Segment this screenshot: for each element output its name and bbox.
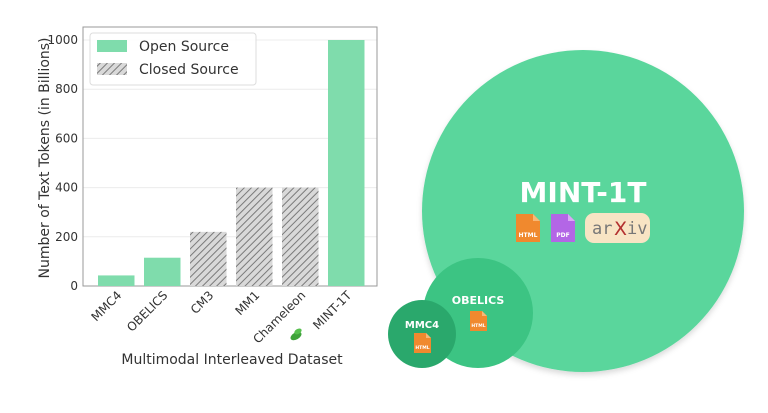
mmc4-label: MMC4 bbox=[405, 320, 439, 331]
y-axis-label: Number of Text Tokens (in Billions) bbox=[37, 37, 53, 278]
mint-1t-label: MINT-1T bbox=[520, 176, 647, 209]
plot-frame bbox=[82, 26, 378, 287]
y-tick-label: 800 bbox=[55, 82, 78, 96]
x-axis-label: Multimodal Interleaved Dataset bbox=[121, 352, 343, 368]
bar-cm3 bbox=[190, 231, 227, 286]
x-tick-label: MM1 bbox=[232, 288, 262, 318]
svg-text:HTML: HTML bbox=[471, 323, 485, 329]
bar-chameleon bbox=[282, 187, 319, 286]
legend: Open Source Closed Source bbox=[89, 32, 257, 86]
html-file-icon: HTML bbox=[414, 333, 431, 353]
y-tick-label: 400 bbox=[55, 181, 78, 195]
pdf-file-icon: PDF bbox=[551, 214, 575, 242]
legend-swatch-open bbox=[97, 40, 127, 52]
x-tick-label: OBELICS bbox=[124, 288, 170, 334]
y-tick-label: 600 bbox=[55, 131, 78, 145]
leaf-icon bbox=[290, 328, 302, 341]
legend-open-label: Open Source bbox=[139, 39, 229, 55]
bars bbox=[98, 40, 365, 286]
svg-text:ar: ar bbox=[592, 219, 612, 239]
x-tick-label: MMC4 bbox=[88, 288, 124, 324]
legend-closed-label: Closed Source bbox=[139, 62, 239, 78]
x-tick-label: MINT-1T bbox=[310, 288, 355, 333]
legend-swatch-closed bbox=[97, 63, 127, 75]
svg-text:iv: iv bbox=[627, 219, 647, 239]
bar-obelics bbox=[144, 257, 181, 286]
svg-text:X: X bbox=[614, 218, 627, 240]
bubble-diagram: MINT-1T HTML PDF ar X iv OBELICS HTML MM… bbox=[388, 50, 744, 372]
bar-mint-1t bbox=[328, 40, 365, 286]
html-file-icon: HTML bbox=[516, 214, 540, 242]
arxiv-logo-icon: ar X iv bbox=[585, 213, 650, 243]
svg-text:PDF: PDF bbox=[556, 232, 569, 239]
html-file-icon: HTML bbox=[470, 311, 487, 331]
y-tick-label: 1000 bbox=[47, 33, 78, 47]
svg-text:HTML: HTML bbox=[415, 345, 429, 351]
svg-text:HTML: HTML bbox=[519, 232, 538, 239]
x-tick-label: CM3 bbox=[188, 288, 217, 317]
bar-mmc4 bbox=[98, 275, 135, 286]
bar-mm1 bbox=[236, 187, 273, 286]
y-tick-label: 200 bbox=[55, 230, 78, 244]
y-axis-ticks: 0 200 400 600 800 1000 bbox=[47, 33, 78, 293]
obelics-label: OBELICS bbox=[452, 294, 505, 307]
y-tick-label: 0 bbox=[70, 279, 78, 293]
